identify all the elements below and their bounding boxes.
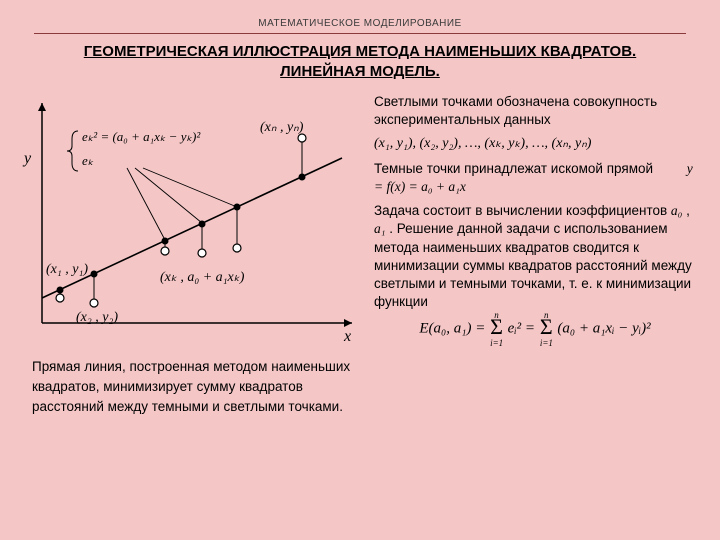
figure-caption: Прямая линия, построенная методом наимен… [12,353,362,418]
svg-text:(x₂ , y₂): (x₂ , y₂) [76,310,118,325]
svg-text:(xₖ , a₀ + a₁xₖ): (xₖ , a₀ + a₁xₖ) [160,270,245,285]
para-light-points: Светлыми точками обозначена совокупность… [374,93,696,129]
figure-column: y x eₖ² = (a₀ + a₁xₖ − yₖ)² eₖ (xₙ , yₙ) (x₁ … [12,93,362,418]
sum1-top: n [490,309,503,321]
eq-mid: eᵢ² = [508,320,539,336]
svg-text:x: x [343,328,351,345]
para-task: Задача состоит в вычислении коэффициенто… [374,202,696,311]
sum2-top: n [540,309,553,321]
text-column: Светлыми точками обозначена совокупность… [374,93,696,418]
coef-a1: a₁ [374,221,385,236]
sum-2: n Σ i=1 [540,318,553,340]
task-prefix: Задача состоит в вычислении коэффициенто… [374,203,671,218]
para-dark-points: Темные точки принадлежат искомой прямой … [374,160,696,196]
data-series-formula: (x₁, y₁), (x₂, y₂), …, (xₖ, yₖ), …, (xₙ,… [374,135,696,154]
eq-lhs: E(a₀, a₁) = [419,320,489,336]
svg-text:eₖ² = (a₀ + a₁xₖ − yₖ)²: eₖ² = (a₀ + a₁xₖ − yₖ)² [82,129,201,144]
eq-rhs: (a₀ + a₁xᵢ − yᵢ)² [557,320,650,336]
doc-header: МАТЕМАТИЧЕСКОЕ МОДЕЛИРОВАНИЕ [0,0,720,29]
svg-text:(x₁ , y₁): (x₁ , y₁) [46,262,88,277]
least-squares-chart: y x eₖ² = (a₀ + a₁xₖ − yₖ)² eₖ (xₙ , yₙ) (x₁ … [12,93,362,348]
para-dark-text: Темные точки принадлежат искомой прямой [374,161,653,176]
sum1-bot: i=1 [490,337,503,349]
title-line-2: ЛИНЕЙНАЯ МОДЕЛЬ. [280,63,440,80]
sum-1: n Σ i=1 [490,318,503,340]
objective-formula: E(a₀, a₁) = n Σ i=1 eᵢ² = n Σ i=1 (a₀ + … [374,318,696,340]
header-rule [34,33,686,34]
svg-text:y: y [22,150,32,167]
sum2-bot: i=1 [540,337,553,349]
page-title: ГЕОМЕТРИЧЕСКАЯ ИЛЛЮСТРАЦИЯ МЕТОДА НАИМЕН… [0,42,720,83]
coef-sep: , [686,203,690,218]
task-suffix: . Решение данной задачи с использованием… [374,221,692,309]
coef-a0: a₀ [671,203,682,218]
svg-text:(xₙ , yₙ): (xₙ , yₙ) [260,120,304,135]
title-line-1: ГЕОМЕТРИЧЕСКАЯ ИЛЛЮСТРАЦИЯ МЕТОДА НАИМЕН… [84,43,636,60]
svg-text:eₖ: eₖ [82,153,94,168]
